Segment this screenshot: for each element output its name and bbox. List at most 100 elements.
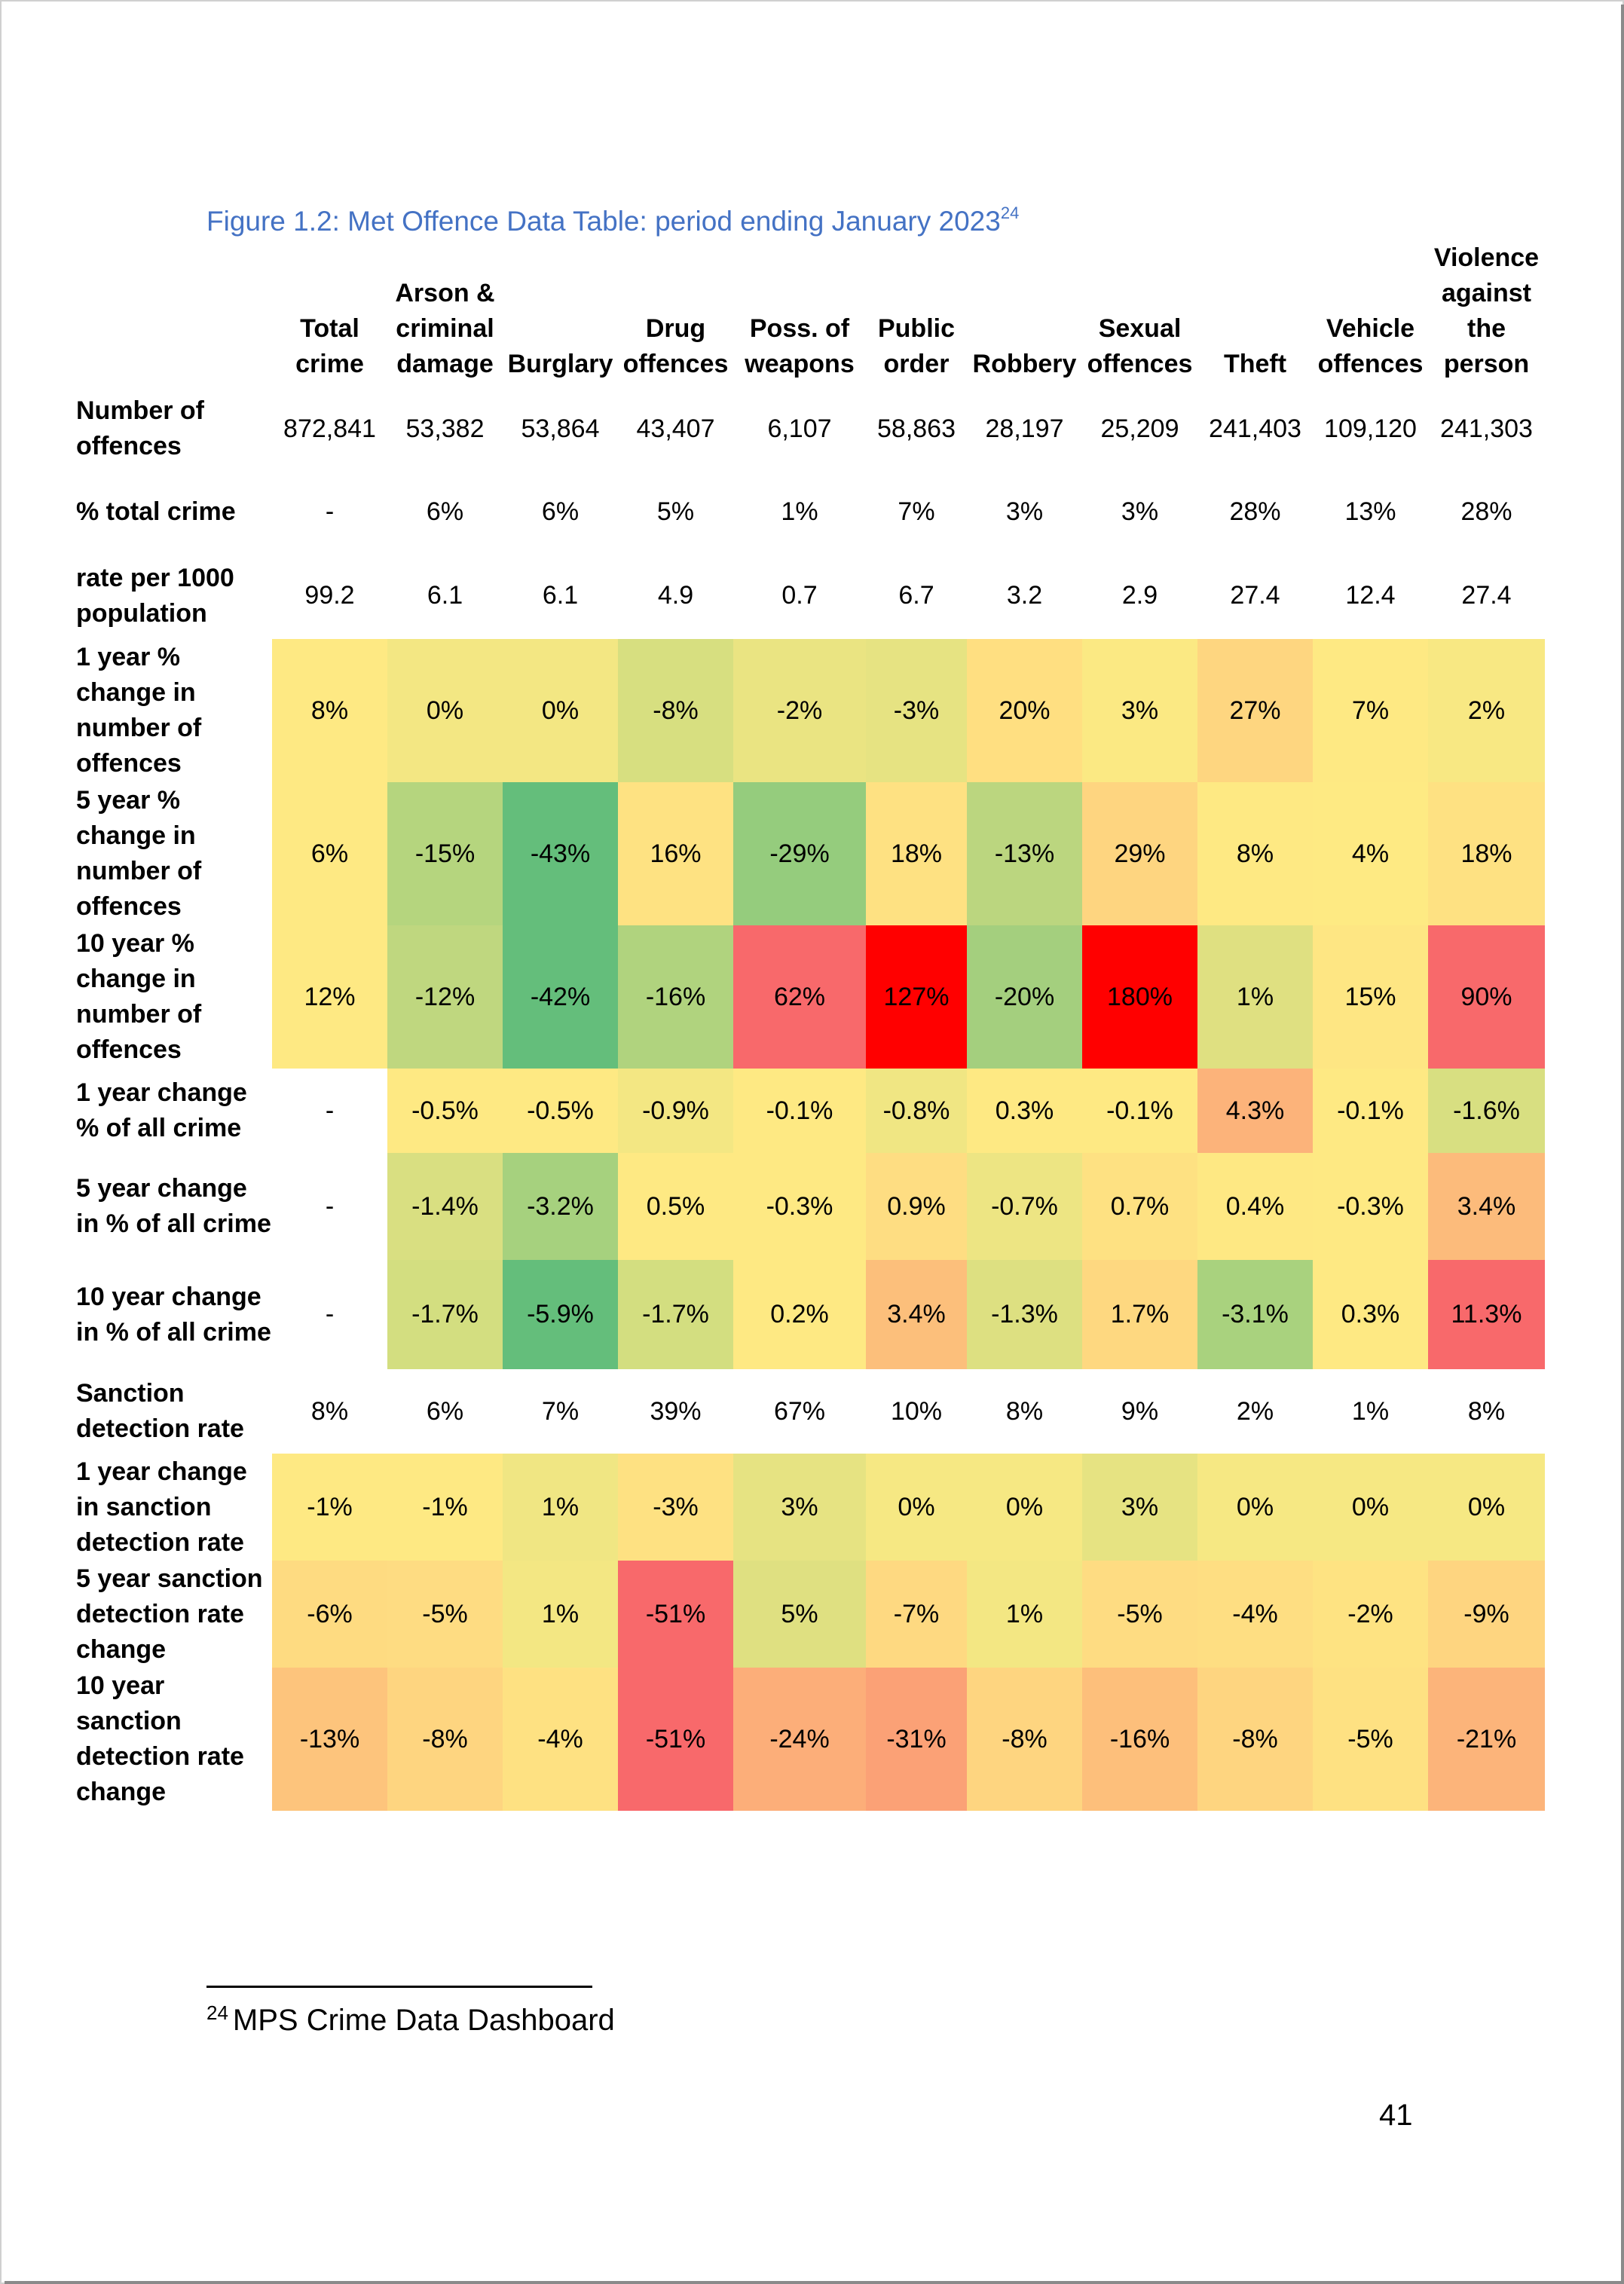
table-cell: 25,209: [1100, 414, 1179, 443]
table-cell: -20%: [967, 925, 1082, 1069]
table-cell: -1.6%: [1428, 1069, 1545, 1153]
table-cell: 180%: [1082, 925, 1197, 1069]
table-cell: 28,197: [985, 414, 1064, 443]
table-cell: 6%: [426, 1396, 464, 1426]
table-row: 10 year % change in number of offences 12…: [69, 925, 1545, 1069]
column-header: Sexual offences: [1087, 314, 1193, 378]
table-cell: -8%: [967, 1668, 1082, 1811]
table-cell: -31%: [866, 1668, 967, 1811]
table-row: 1 year change in sanction detection rate…: [69, 1454, 1545, 1561]
column-header: Drug offences: [622, 314, 729, 378]
table-row: 5 year sanction detection rate change -6%…: [69, 1561, 1545, 1668]
table-row: Sanction detection rate 8% 6% 7% 39% 67% 10% 8%…: [69, 1369, 1545, 1454]
table-corner: [69, 240, 272, 387]
table-cell: 1.7%: [1082, 1260, 1197, 1369]
table-cell: 4.9: [657, 581, 694, 610]
table-cell: 872,841: [283, 414, 376, 443]
table-cell: -0.5%: [503, 1069, 618, 1153]
table-cell: 2.9: [1121, 581, 1158, 610]
footnote-text: MPS Crime Data Dashboard: [232, 2004, 615, 2037]
table-cell: 39%: [650, 1396, 702, 1426]
row-label: 5 year % change in number of offences: [76, 786, 202, 921]
column-header: Total crime: [295, 314, 364, 378]
table-cell: 27%: [1197, 639, 1313, 782]
footnote-number: 24: [206, 2001, 228, 2024]
column-header: Burglary: [507, 350, 613, 378]
table-cell: -8%: [618, 639, 733, 782]
table-cell: -12%: [387, 925, 503, 1069]
table-cell: 67%: [773, 1396, 826, 1426]
row-label: 10 year % change in number of offences: [76, 929, 202, 1064]
table-cell: -0.9%: [618, 1069, 733, 1153]
table-cell: -2%: [1313, 1561, 1428, 1668]
row-label: Number of offences: [76, 396, 204, 460]
table-cell: 1%: [967, 1561, 1082, 1668]
table-cell: -1%: [272, 1454, 387, 1561]
table-cell: 13%: [1344, 497, 1396, 526]
table-cell: 27.4: [1461, 581, 1512, 610]
table-cell: 1%: [503, 1454, 618, 1561]
table-cell: 2%: [1236, 1396, 1274, 1426]
column-header: Poss. of weapons: [745, 314, 855, 378]
table-row: % total crime - 6% 6% 5% 1% 7% 3% 3% 28% 13% 28%: [69, 471, 1545, 552]
table-cell: 4.3%: [1197, 1069, 1313, 1153]
table-cell: 3%: [1082, 1454, 1197, 1561]
table-cell: -0.1%: [1082, 1069, 1197, 1153]
table-cell: 28%: [1229, 497, 1281, 526]
table-row: 1 year % change in number of offences 8% 0…: [69, 639, 1545, 782]
column-header: Arson & criminal damage: [395, 279, 495, 378]
table-cell: 0%: [387, 639, 503, 782]
column-header: Robbery: [972, 350, 1077, 378]
row-label: % total crime: [76, 497, 236, 526]
table-cell: -16%: [618, 925, 733, 1069]
table-cell: 0.7: [781, 581, 818, 610]
table-cell: 3%: [1121, 497, 1159, 526]
table-cell: -5%: [1313, 1668, 1428, 1811]
offence-data-table: Total crime Arson & criminal damage Burgla…: [69, 240, 1545, 1811]
row-label: 1 year change % of all crime: [76, 1078, 247, 1142]
table-cell: 10%: [890, 1396, 943, 1426]
table-cell: -0.3%: [733, 1153, 866, 1260]
row-label: 5 year sanction detection rate change: [76, 1564, 263, 1664]
table-cell: 11.3%: [1428, 1260, 1545, 1369]
table-cell: -1%: [387, 1454, 503, 1561]
table-cell: -3.1%: [1197, 1260, 1313, 1369]
table-cell: 0.3%: [1313, 1260, 1428, 1369]
table-cell: -0.3%: [1313, 1153, 1428, 1260]
column-header-row: Total crime Arson & criminal damage Burgla…: [69, 240, 1545, 387]
table-cell: 0%: [1197, 1454, 1313, 1561]
table-cell: 6.1: [427, 581, 463, 610]
footnote: 24 MPS Crime Data Dashboard: [206, 2001, 615, 2038]
table-cell: 109,120: [1324, 414, 1417, 443]
table-cell: 0.2%: [733, 1260, 866, 1369]
table-cell: -15%: [387, 782, 503, 925]
table-row: 5 year change in % of all crime - -1.4% -3.…: [69, 1153, 1545, 1260]
table-cell: 8%: [310, 1396, 349, 1426]
table-cell: -3%: [866, 639, 967, 782]
page-shadow-bottom: [5, 2281, 1624, 2284]
table-cell: 3.4%: [1428, 1153, 1545, 1260]
table-cell: 62%: [733, 925, 866, 1069]
table-cell: 0.9%: [866, 1153, 967, 1260]
table-cell: -1.7%: [387, 1260, 503, 1369]
table-cell: 99.2: [304, 581, 355, 610]
table-cell: -0.1%: [733, 1069, 866, 1153]
table-cell: -7%: [866, 1561, 967, 1668]
table-cell: 3%: [1082, 639, 1197, 782]
table-cell: -0.1%: [1313, 1069, 1428, 1153]
row-label: 5 year change in % of all crime: [76, 1174, 271, 1238]
table-cell: 7%: [1313, 639, 1428, 782]
table-cell: 1%: [503, 1561, 618, 1668]
table-cell: 6%: [272, 782, 387, 925]
table-cell: 8%: [1467, 1396, 1506, 1426]
table-cell: -16%: [1082, 1668, 1197, 1811]
table-cell: 4%: [1313, 782, 1428, 925]
table-cell: 0.5%: [618, 1153, 733, 1260]
table-cell: -42%: [503, 925, 618, 1069]
table-cell: 0.7%: [1082, 1153, 1197, 1260]
table-cell: 12%: [272, 925, 387, 1069]
table-cell: 0%: [1428, 1454, 1545, 1561]
table-cell: 18%: [1428, 782, 1545, 925]
table-cell: 0%: [967, 1454, 1082, 1561]
table-cell: 127%: [866, 925, 967, 1069]
